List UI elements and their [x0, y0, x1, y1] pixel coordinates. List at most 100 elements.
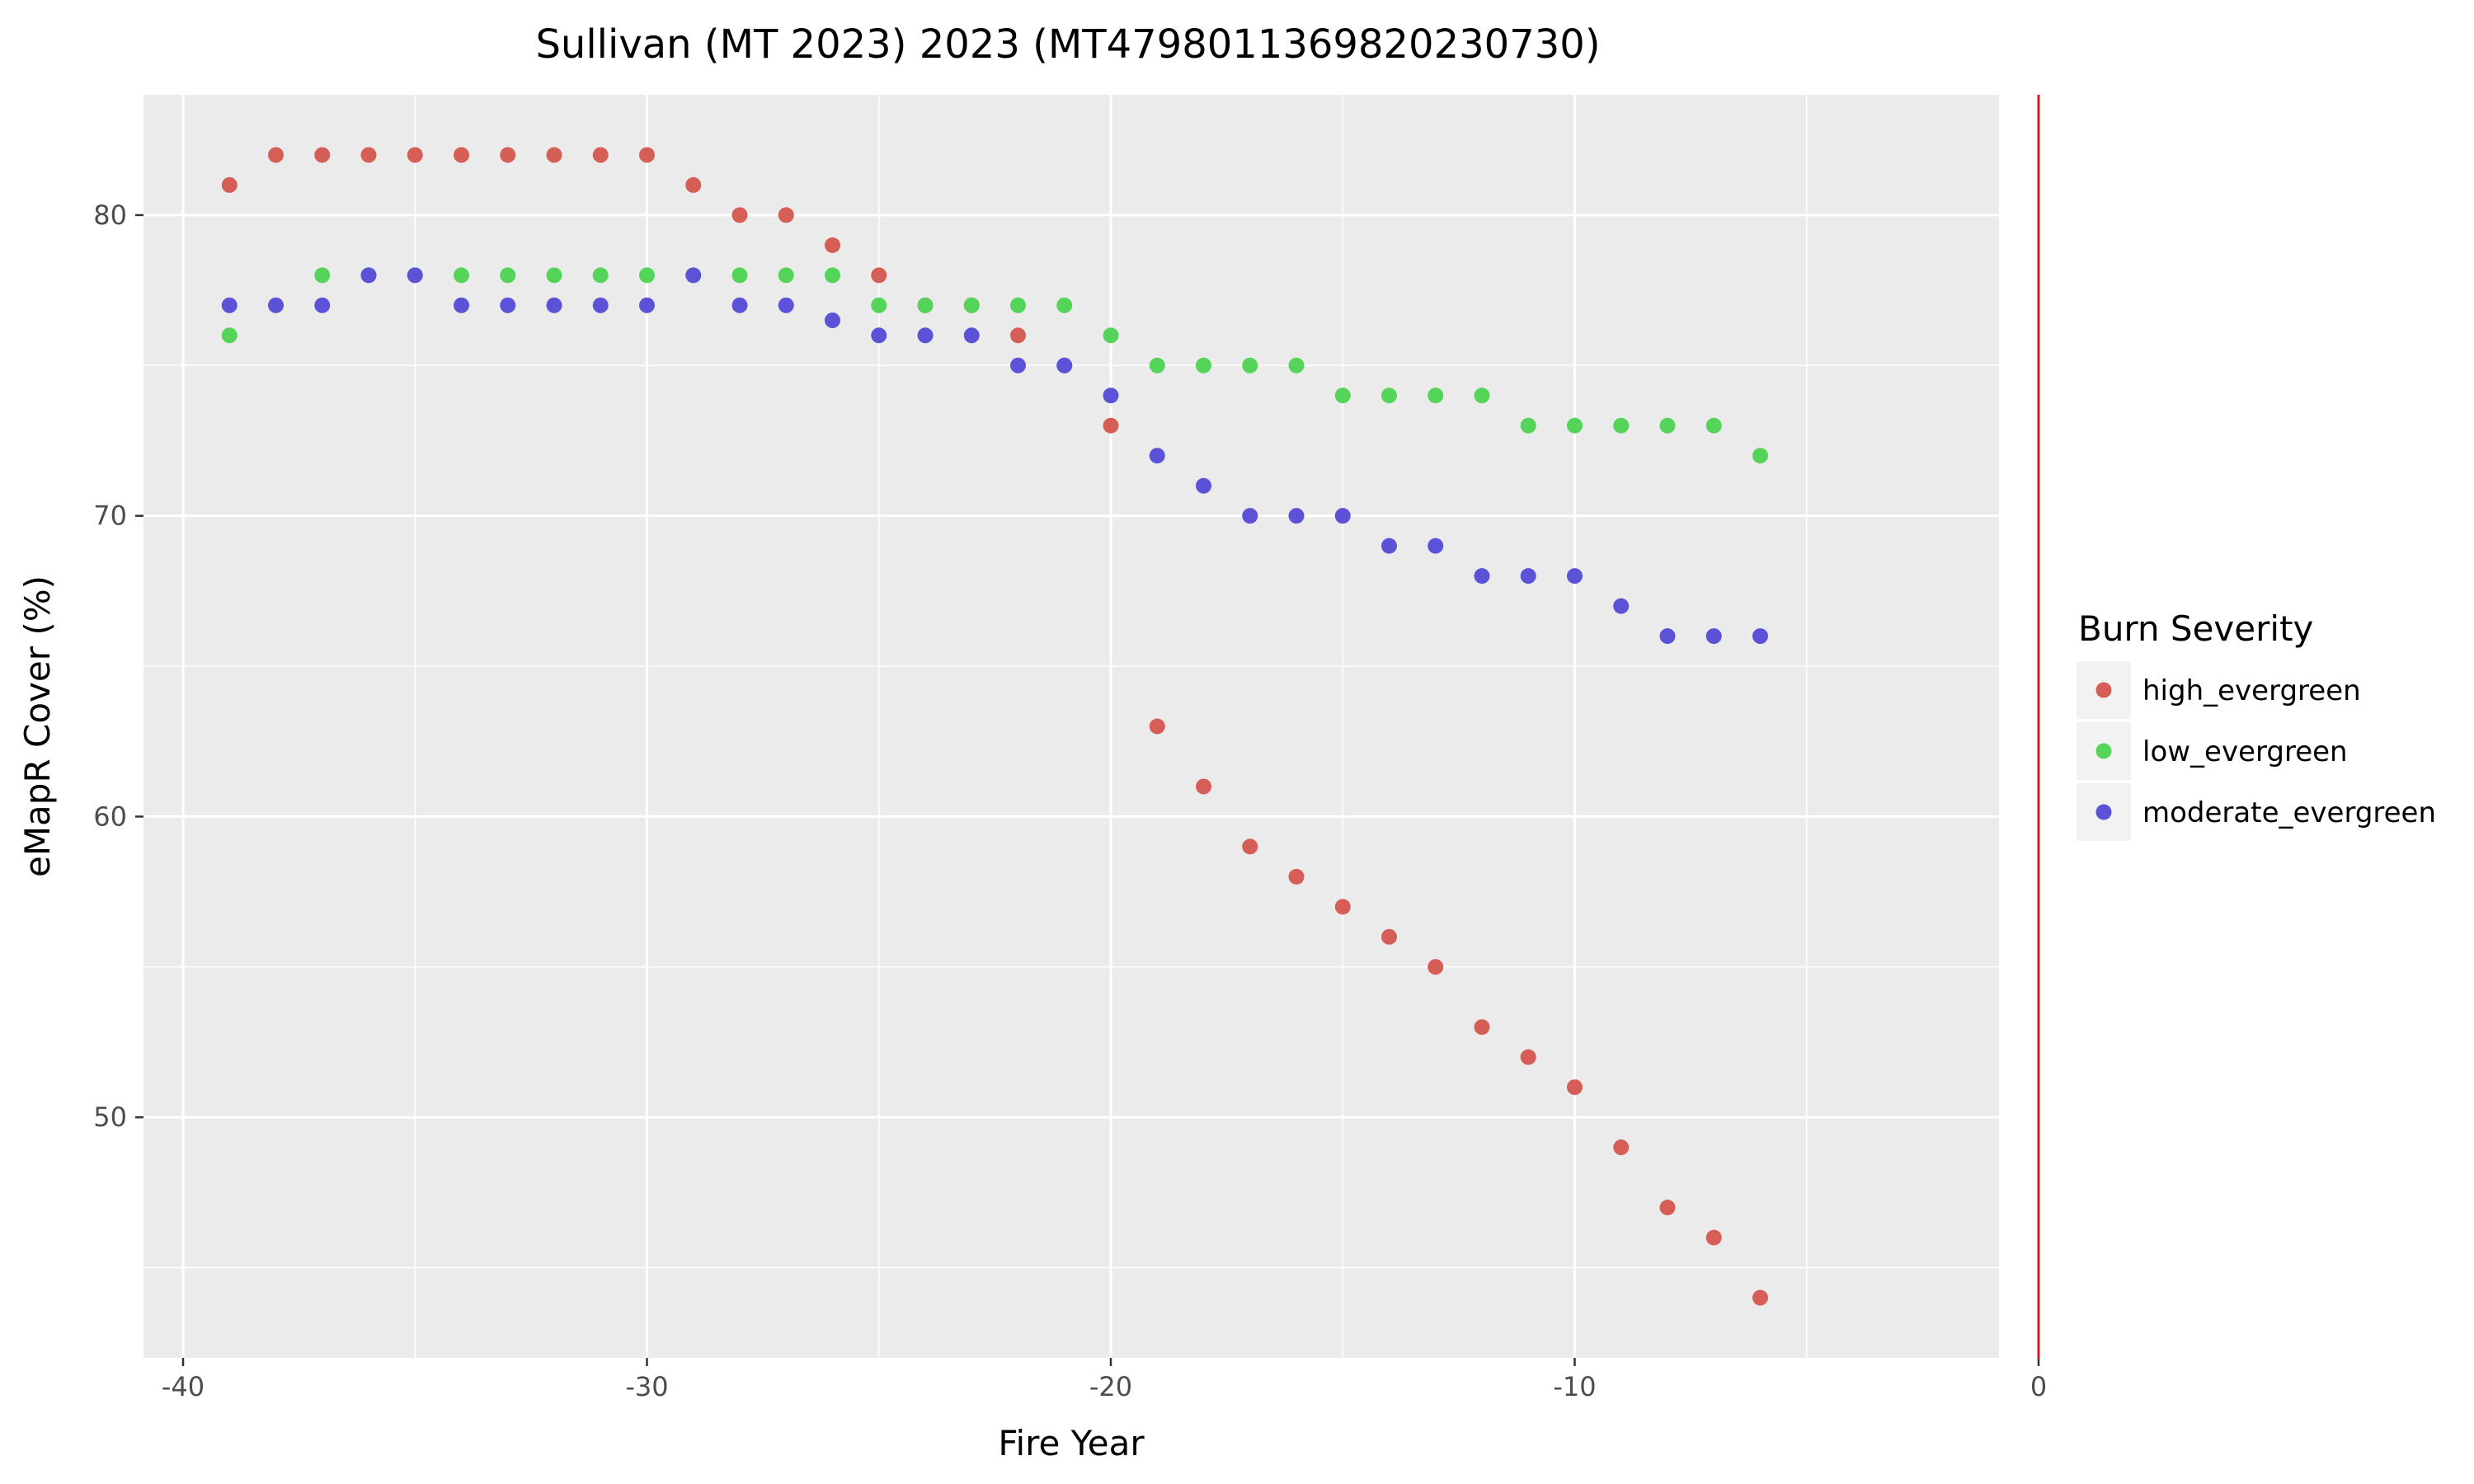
data-point [1613, 1139, 1630, 1156]
data-point [1056, 357, 1073, 373]
data-point [1752, 628, 1768, 645]
data-point [825, 237, 840, 253]
legend-item-high_evergreen: high_evergreen [2077, 661, 2361, 719]
legend-items: high_evergreen low_evergreen moderate_ever… [2077, 661, 2436, 841]
data-point [314, 297, 331, 313]
data-point [639, 297, 655, 313]
data-point [268, 147, 284, 163]
data-point [360, 147, 377, 163]
data-point [1752, 1289, 1768, 1306]
legend-title: Burn Severity [2078, 608, 2313, 649]
data-point [778, 207, 794, 223]
data-point [1659, 628, 1676, 645]
data-point [1705, 417, 1722, 434]
data-point [1567, 568, 1583, 585]
data-point [1752, 448, 1768, 464]
x-axis-title: Fire Year [998, 1423, 1145, 1463]
data-point [731, 207, 748, 223]
data-point [546, 297, 562, 313]
data-point [917, 327, 934, 344]
data-point [592, 147, 609, 163]
x-tick-label: -10 [1553, 1371, 1596, 1402]
data-point [1520, 568, 1536, 585]
data-point [1427, 387, 1444, 404]
data-point [825, 267, 840, 284]
y-tick-label: 70 [93, 500, 127, 532]
legend-item-moderate_evergreen: moderate_evergreen [2077, 783, 2436, 841]
data-point [1242, 838, 1258, 855]
data-point [221, 297, 238, 313]
data-point [546, 147, 562, 163]
data-point [1705, 628, 1722, 645]
data-point [500, 147, 516, 163]
data-point [963, 327, 980, 344]
legend-marker [2095, 682, 2112, 698]
data-point [1196, 357, 1211, 373]
series-low_evergreen [221, 267, 1768, 464]
data-point [592, 297, 609, 313]
data-point [1659, 1200, 1676, 1216]
data-point [454, 297, 469, 313]
data-point [871, 327, 887, 344]
data-point [546, 267, 562, 284]
data-point [454, 267, 469, 284]
data-point [1010, 327, 1026, 344]
data-point [1196, 778, 1211, 795]
data-point [1427, 538, 1444, 554]
data-point [685, 267, 702, 284]
data-point [731, 267, 748, 284]
y-axis-ticks: 50 60 70 80 [93, 200, 143, 1133]
data-point [1288, 357, 1305, 373]
data-point [1242, 508, 1258, 524]
data-point [1334, 899, 1351, 915]
y-tick-label: 50 [93, 1101, 127, 1133]
data-point [1288, 508, 1305, 524]
data-point [221, 176, 238, 193]
data-point [1520, 417, 1536, 434]
data-point [1427, 959, 1444, 975]
y-axis-title: eMapR Cover (%) [17, 575, 58, 877]
data-point [731, 297, 748, 313]
data-point [1196, 477, 1211, 494]
data-point [1705, 1229, 1722, 1246]
data-point [1010, 297, 1026, 313]
legend-label: moderate_evergreen [2142, 796, 2436, 829]
data-point [1149, 448, 1165, 464]
data-point [1056, 297, 1073, 313]
x-tick-label: -30 [625, 1371, 668, 1402]
data-point [1381, 538, 1397, 554]
data-point [1613, 598, 1630, 614]
data-point [1334, 387, 1351, 404]
data-point [871, 267, 887, 284]
data-point [639, 267, 655, 284]
data-point [1613, 417, 1630, 434]
data-point [1149, 357, 1165, 373]
data-point [1103, 417, 1119, 434]
data-point [268, 297, 284, 313]
data-point [221, 327, 238, 344]
data-point [917, 297, 934, 313]
data-point [500, 297, 516, 313]
y-tick-label: 80 [93, 200, 127, 231]
data-point [314, 267, 331, 284]
legend: Burn Severity high_evergreen low_evergree… [2077, 608, 2436, 841]
data-point [360, 267, 377, 284]
data-points [221, 147, 1768, 1306]
chart-title: Sullivan (MT 2023) 2023 (MT4798011369820… [535, 21, 1600, 68]
data-point [1242, 357, 1258, 373]
data-point [407, 147, 423, 163]
legend-item-low_evergreen: low_evergreen [2077, 722, 2348, 780]
data-point [1381, 928, 1397, 945]
data-point [1474, 1019, 1490, 1036]
data-point [592, 267, 609, 284]
data-point [1567, 1079, 1583, 1096]
data-point [825, 312, 840, 329]
data-point [1381, 387, 1397, 404]
data-point [778, 297, 794, 313]
y-tick-label: 60 [93, 801, 127, 832]
data-point [685, 176, 702, 193]
legend-label: low_evergreen [2142, 735, 2348, 768]
data-point [963, 297, 980, 313]
data-point [1474, 568, 1490, 585]
